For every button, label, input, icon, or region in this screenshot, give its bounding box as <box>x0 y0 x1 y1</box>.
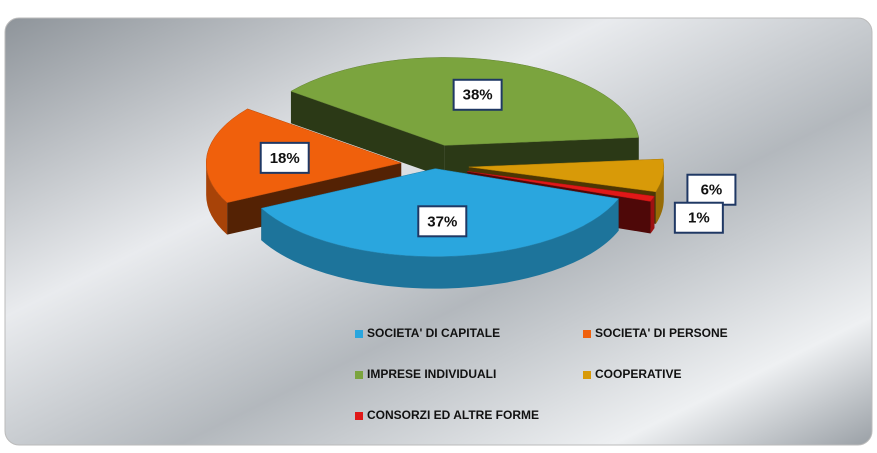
slice-side <box>650 196 655 234</box>
legend-swatch <box>583 330 591 338</box>
legend-label: IMPRESE INDIVIDUALI <box>367 367 496 381</box>
slice-top <box>467 171 655 202</box>
legend-swatch <box>355 412 363 420</box>
data-label: 37% <box>427 213 457 230</box>
data-label-box <box>673 201 724 234</box>
legend-swatch <box>355 330 363 338</box>
slice-wall <box>290 91 445 178</box>
legend-label: SOCIETA' DI PERSONE <box>595 326 728 340</box>
legend-label: CONSORZI ED ALTRE FORME <box>367 408 539 422</box>
legend-label: COOPERATIVE <box>595 367 681 381</box>
pie: 37% 18% 38% 6% 1% <box>205 57 737 289</box>
legend-swatch <box>583 371 591 379</box>
slice-side <box>261 198 619 289</box>
data-label-box <box>452 78 503 111</box>
legend-label: SOCIETA' DI CAPITALE <box>367 326 500 340</box>
slice-side <box>206 163 228 235</box>
data-label: 6% <box>701 182 723 199</box>
data-label-box <box>259 141 310 174</box>
slice-top <box>468 158 665 193</box>
slice-side <box>655 166 664 224</box>
data-label-box <box>417 205 468 238</box>
data-label: 1% <box>688 210 710 227</box>
legend: SOCIETA' DI CAPITALE SOCIETA' DI PERSONE I… <box>355 326 728 422</box>
legend-swatch <box>355 371 363 379</box>
data-label: 18% <box>270 150 300 167</box>
data-label: 38% <box>463 87 493 104</box>
